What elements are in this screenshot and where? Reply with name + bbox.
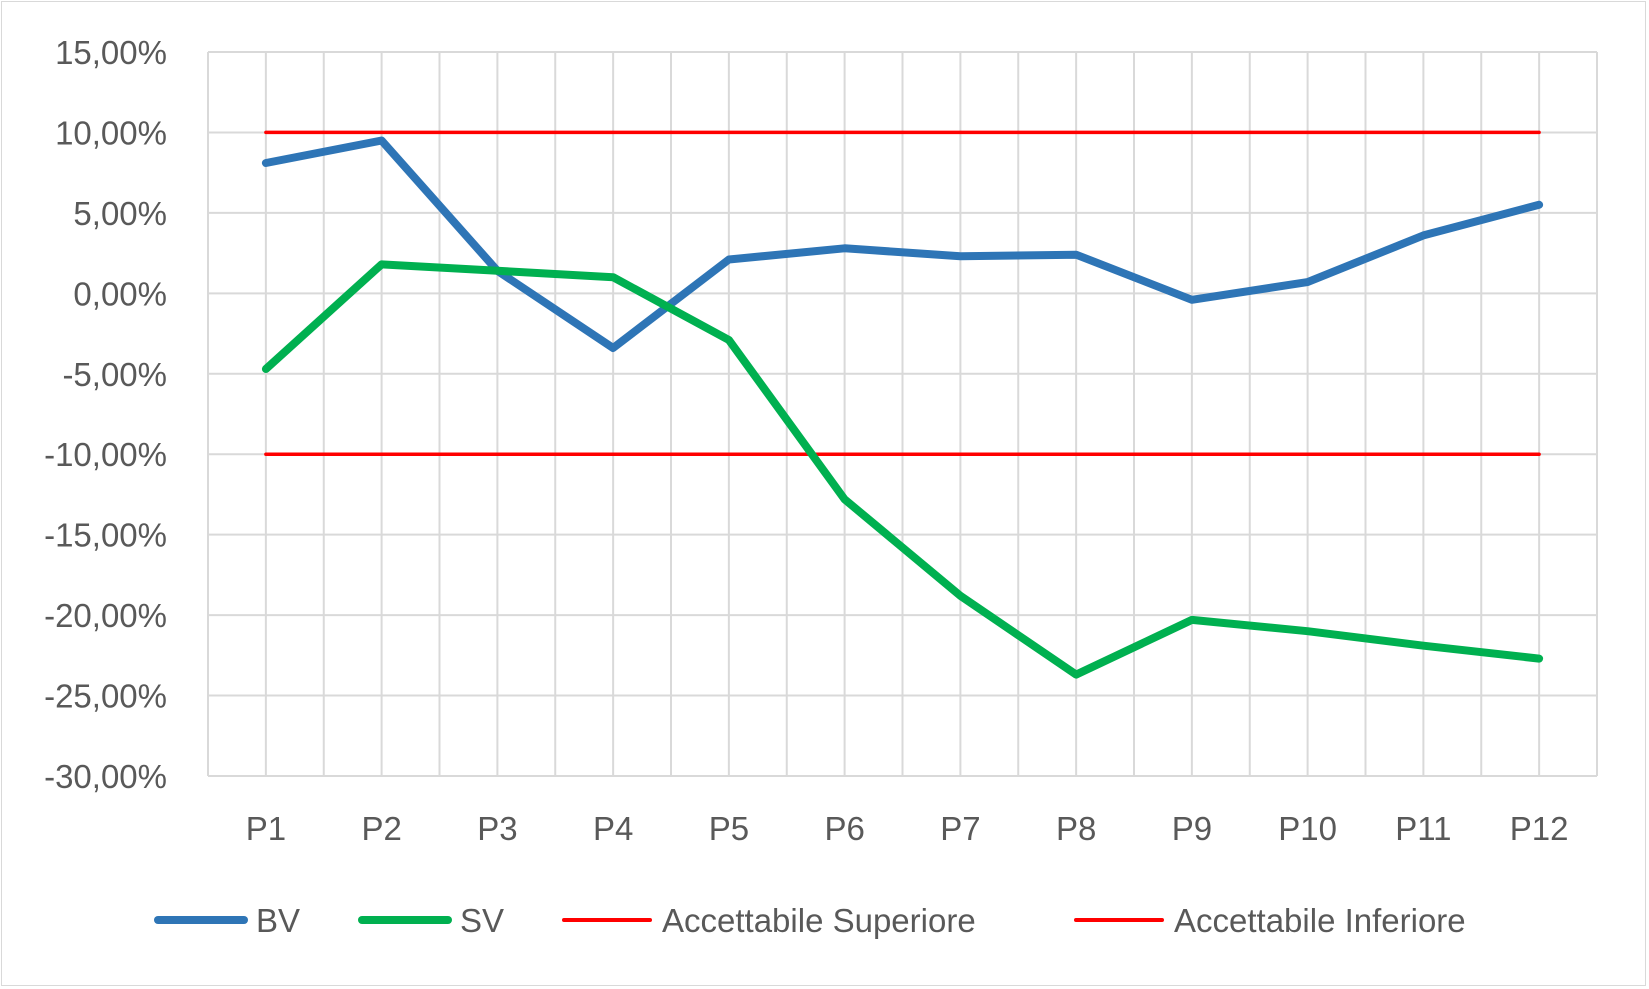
x-tick-label: P9 bbox=[1172, 810, 1212, 847]
x-tick-label: P6 bbox=[824, 810, 864, 847]
x-tick-label: P4 bbox=[593, 810, 633, 847]
y-tick-label: 0,00% bbox=[73, 275, 167, 312]
legend-item: BV bbox=[154, 902, 300, 939]
y-tick-label: -20,00% bbox=[44, 597, 167, 634]
y-tick-label: -15,00% bbox=[44, 517, 167, 554]
series-line-bv bbox=[261, 136, 1544, 352]
legend-label: BV bbox=[256, 902, 300, 939]
x-tick-label: P11 bbox=[1395, 810, 1451, 847]
x-tick-label: P3 bbox=[477, 810, 517, 847]
y-tick-label: -10,00% bbox=[44, 436, 167, 473]
legend-item: SV bbox=[358, 902, 504, 939]
x-tick-label: P8 bbox=[1056, 810, 1096, 847]
legend-label: Accettabile Superiore bbox=[662, 902, 976, 939]
series-lines bbox=[261, 130, 1544, 679]
x-tick-label: P2 bbox=[361, 810, 401, 847]
x-tick-label: P5 bbox=[709, 810, 749, 847]
y-tick-label: 5,00% bbox=[73, 195, 167, 232]
x-tick-label: P10 bbox=[1278, 810, 1337, 847]
y-axis-ticks: 15,00% 10,00% 5,00% 0,00% -5,00% -10,00% -15,0… bbox=[44, 34, 167, 795]
y-tick-label: 15,00% bbox=[55, 34, 167, 71]
y-tick-label: -25,00% bbox=[44, 678, 167, 715]
legend-item: Accettabile Inferiore bbox=[1074, 902, 1466, 939]
y-tick-label: -30,00% bbox=[44, 758, 167, 795]
series-line-sv bbox=[261, 260, 1544, 679]
x-tick-label: P12 bbox=[1510, 810, 1569, 847]
legend-item: Accettabile Superiore bbox=[562, 902, 976, 939]
x-tick-label: P1 bbox=[246, 810, 286, 847]
legend: BV SV Accettabile Superiore Accettabile Inf… bbox=[154, 902, 1466, 939]
x-tick-label: P7 bbox=[940, 810, 980, 847]
y-tick-label: -5,00% bbox=[62, 356, 167, 393]
gridlines bbox=[207, 51, 1598, 777]
y-tick-label: 10,00% bbox=[55, 114, 167, 151]
legend-label: Accettabile Inferiore bbox=[1174, 902, 1466, 939]
x-axis-ticks: P1 P2 P3 P4 P5 P6 P7 P8 P9 P10 P11 P12 bbox=[246, 810, 1569, 847]
legend-label: SV bbox=[460, 902, 504, 939]
